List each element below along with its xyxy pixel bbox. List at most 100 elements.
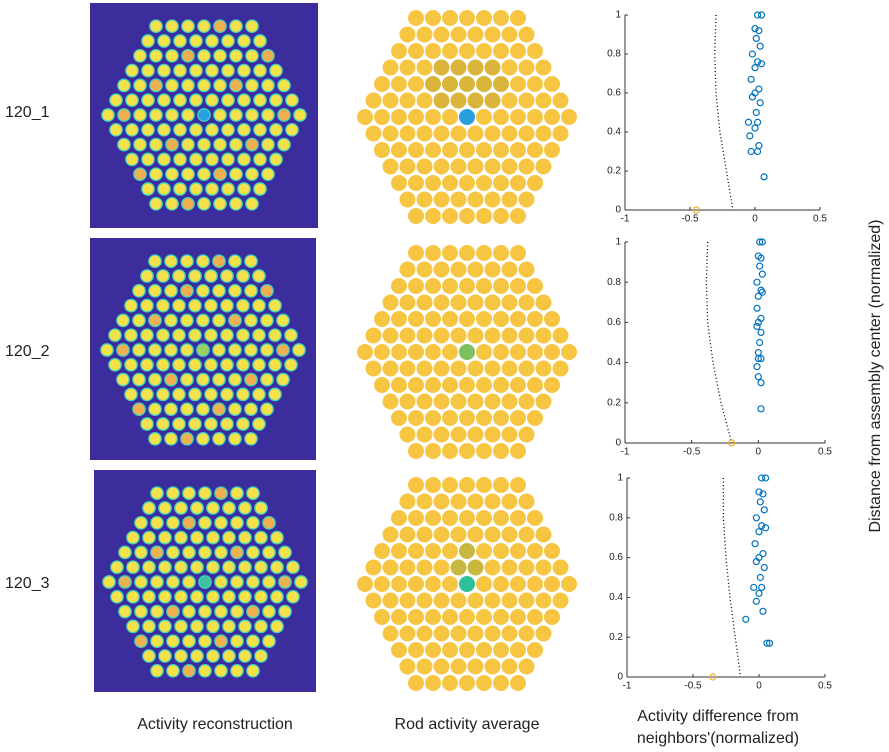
rod xyxy=(222,183,234,195)
rod xyxy=(149,403,161,415)
rod-average xyxy=(485,328,501,344)
y-tick-label: 1 xyxy=(617,473,623,484)
rod xyxy=(253,418,265,430)
rod-average xyxy=(425,109,441,125)
rod-average xyxy=(468,361,484,377)
x-tick-label: 0 xyxy=(756,681,762,692)
rod-average xyxy=(400,192,416,208)
rod-average xyxy=(434,262,450,278)
rod-average xyxy=(468,494,484,510)
data-point xyxy=(753,110,759,116)
y-tick-label: 1 xyxy=(615,237,621,248)
rod xyxy=(174,64,186,76)
rod-average xyxy=(476,43,492,59)
rod-average xyxy=(493,410,509,426)
rod-average xyxy=(519,394,535,410)
rod xyxy=(215,665,227,677)
rod xyxy=(118,109,130,121)
rod xyxy=(133,314,145,326)
rod-average xyxy=(434,192,450,208)
rod-average xyxy=(374,609,390,625)
rod xyxy=(230,20,242,32)
rod xyxy=(239,531,251,543)
rod-average xyxy=(383,560,399,576)
rod xyxy=(158,124,170,136)
rod xyxy=(213,373,225,385)
rod-average xyxy=(468,593,484,609)
data-point xyxy=(746,119,752,125)
rod-average xyxy=(493,43,509,59)
rod-average xyxy=(519,494,535,510)
rod-average xyxy=(485,192,501,208)
rod xyxy=(207,561,219,573)
rod-average xyxy=(476,142,492,158)
rod-average xyxy=(391,43,407,59)
data-point xyxy=(755,293,761,299)
data-point xyxy=(756,590,762,596)
rod-average xyxy=(527,410,543,426)
rod-average xyxy=(366,126,382,142)
rod xyxy=(134,168,146,180)
rod-average xyxy=(391,609,407,625)
rod xyxy=(198,198,210,210)
rod xyxy=(111,561,123,573)
rod-average xyxy=(519,159,535,175)
rod xyxy=(287,561,299,573)
rod-average xyxy=(476,377,492,393)
rod-average xyxy=(502,494,518,510)
rod xyxy=(151,517,163,529)
rod xyxy=(238,183,250,195)
rod-average xyxy=(510,109,526,125)
rod-average xyxy=(544,377,560,393)
rod xyxy=(246,138,258,150)
rod xyxy=(279,605,291,617)
rod xyxy=(119,546,131,558)
rod-average xyxy=(519,126,535,142)
rod-average xyxy=(468,427,484,443)
rod-average xyxy=(493,377,509,393)
rod-average xyxy=(383,593,399,609)
rod xyxy=(143,620,155,632)
rod-average xyxy=(459,642,475,658)
rod xyxy=(279,576,291,588)
rod xyxy=(126,64,138,76)
rod xyxy=(205,418,217,430)
rod xyxy=(247,576,259,588)
rod xyxy=(118,79,130,91)
data-point xyxy=(755,350,761,356)
rod-average xyxy=(400,295,416,311)
rod xyxy=(127,561,139,573)
rod-average xyxy=(536,527,552,543)
rod-average xyxy=(400,262,416,278)
rod-average xyxy=(425,311,441,327)
rod-average xyxy=(451,361,467,377)
rod xyxy=(205,329,217,341)
rod-average xyxy=(468,27,484,43)
rod-average xyxy=(408,109,424,125)
rod-average xyxy=(536,626,552,642)
rod-average xyxy=(510,675,526,691)
rod xyxy=(135,635,147,647)
rod-average xyxy=(451,560,467,576)
rod xyxy=(165,373,177,385)
rod xyxy=(197,403,209,415)
rod xyxy=(167,517,179,529)
rod xyxy=(149,373,161,385)
rod-average xyxy=(442,609,458,625)
rod-average xyxy=(357,576,373,592)
rod-average xyxy=(451,427,467,443)
rod-average xyxy=(400,427,416,443)
rod-average xyxy=(417,659,433,675)
rod-average xyxy=(502,659,518,675)
rod-average xyxy=(544,344,560,360)
rod xyxy=(271,531,283,543)
rod-average xyxy=(383,394,399,410)
data-point xyxy=(756,143,762,149)
rod-average xyxy=(527,344,543,360)
rod xyxy=(287,591,299,603)
rod-average xyxy=(434,159,450,175)
rod-average xyxy=(502,60,518,76)
rod xyxy=(246,168,258,180)
rod-average xyxy=(442,477,458,493)
rod xyxy=(247,605,259,617)
